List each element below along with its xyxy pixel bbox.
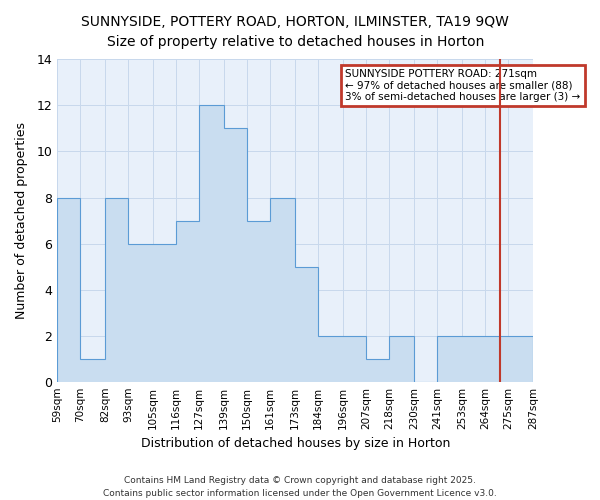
Text: Contains HM Land Registry data © Crown copyright and database right 2025.
Contai: Contains HM Land Registry data © Crown c… bbox=[103, 476, 497, 498]
X-axis label: Distribution of detached houses by size in Horton: Distribution of detached houses by size … bbox=[140, 437, 450, 450]
Title: SUNNYSIDE, POTTERY ROAD, HORTON, ILMINSTER, TA19 9QW
Size of property relative t: SUNNYSIDE, POTTERY ROAD, HORTON, ILMINST… bbox=[82, 15, 509, 48]
Y-axis label: Number of detached properties: Number of detached properties bbox=[15, 122, 28, 319]
Text: SUNNYSIDE POTTERY ROAD: 271sqm
← 97% of detached houses are smaller (88)
3% of s: SUNNYSIDE POTTERY ROAD: 271sqm ← 97% of … bbox=[345, 69, 581, 102]
